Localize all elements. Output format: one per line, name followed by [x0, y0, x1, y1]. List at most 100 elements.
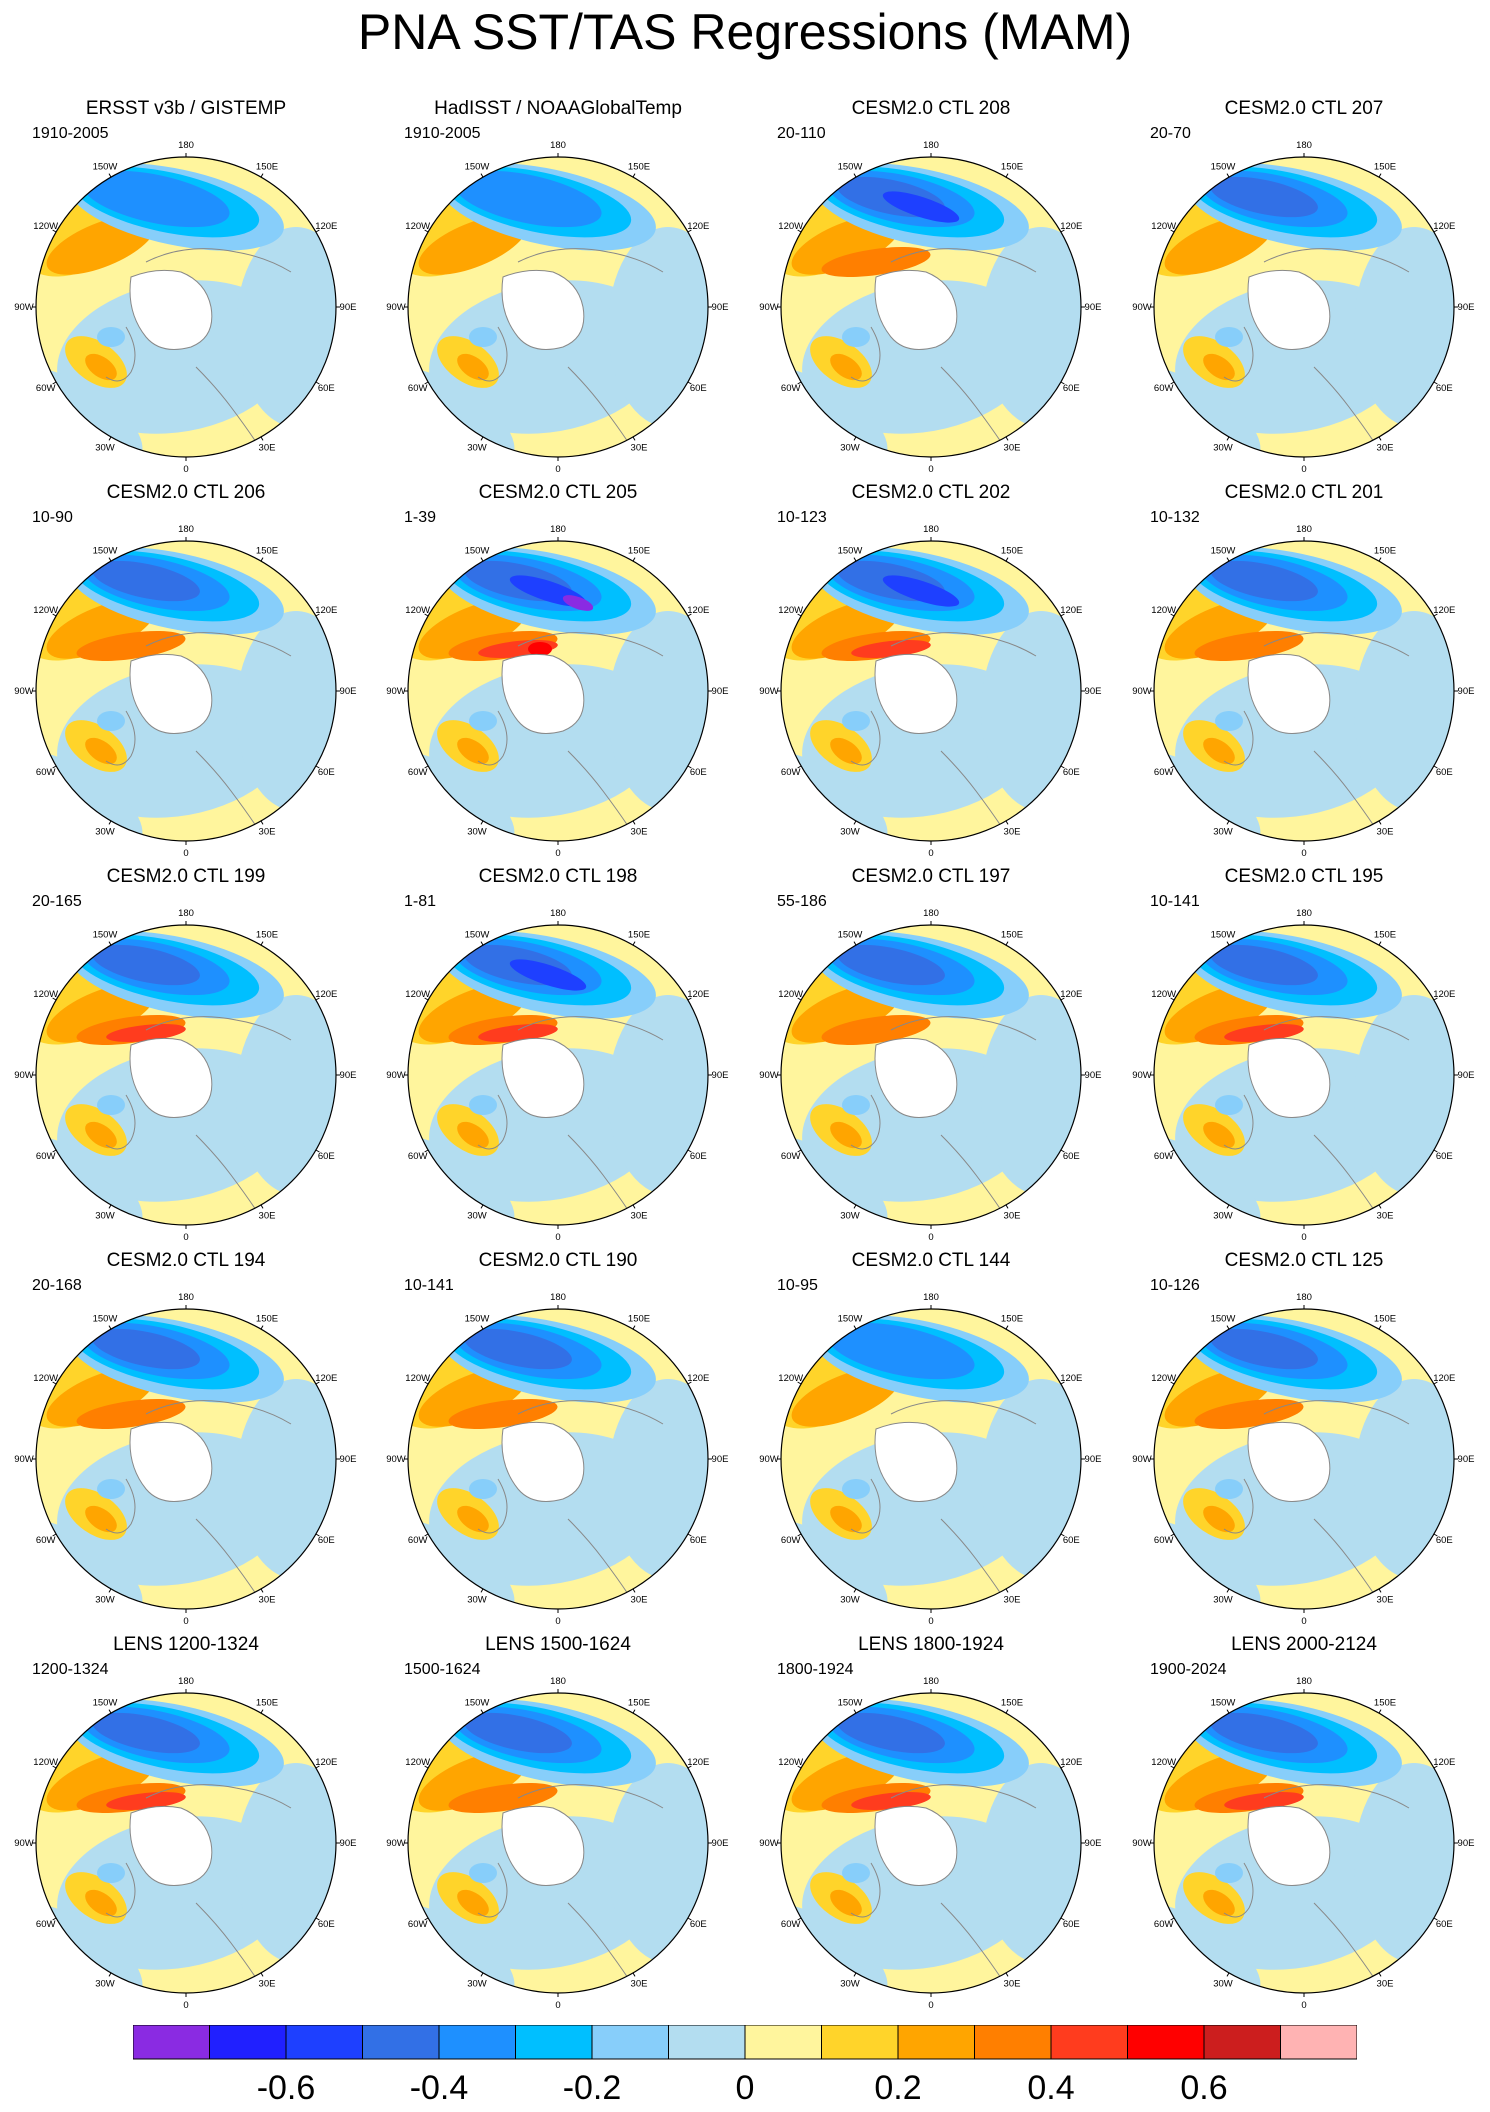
- polar-map: 180 150E 120E 90E 60E 30E 0 30W 60W 90W 120W 150W: [14, 1676, 356, 2011]
- longitude-label: 150E: [1001, 930, 1023, 941]
- coastline: [477, 1094, 508, 1150]
- longitude-label: 90E: [1458, 1454, 1475, 1465]
- longitude-label: 120E: [687, 605, 709, 616]
- coastline: [890, 1784, 1037, 1809]
- longitude-label: 120E: [1060, 989, 1082, 1000]
- land-mask: [1247, 653, 1331, 734]
- longitude-label: 120W: [33, 1757, 58, 1768]
- longitude-tick: [1170, 381, 1175, 385]
- longitude-label: 0: [555, 848, 560, 859]
- polar-map: 180 150E 120E 90E 60E 30E 0 30W 60W 90W 120W 150W: [759, 140, 1101, 475]
- longitude-tick: [424, 229, 429, 233]
- positive-anomaly: [448, 1783, 558, 1813]
- longitude-tick: [315, 1381, 320, 1385]
- longitude-tick: [1005, 1588, 1009, 1593]
- panel-period: 1-81: [404, 893, 437, 910]
- longitude-label: 150E: [1374, 546, 1396, 557]
- longitude-label: 0: [555, 2000, 560, 2011]
- atlantic-positive-anomaly: [85, 1121, 117, 1149]
- longitude-label: 0: [928, 848, 933, 859]
- atlantic-positive-anomaly: [1203, 353, 1235, 381]
- coastline: [890, 248, 1037, 273]
- longitude-label: 60W: [36, 767, 56, 778]
- atlantic-negative-anomaly: [842, 1863, 870, 1883]
- coastline: [567, 750, 629, 827]
- weak-negative-region: [236, 227, 336, 427]
- panel-period: 10-132: [1150, 509, 1200, 526]
- positive-anomaly: [851, 640, 931, 658]
- longitude-label: 60W: [36, 1919, 56, 1930]
- longitude-label: 30E: [1377, 1594, 1394, 1605]
- longitude-tick: [853, 941, 857, 946]
- atlantic-positive-anomaly: [457, 737, 489, 765]
- positive-anomaly: [1224, 1792, 1304, 1810]
- longitude-label: 150E: [628, 162, 650, 173]
- longitude-tick: [853, 1325, 857, 1330]
- longitude-tick: [1060, 1533, 1065, 1537]
- longitude-tick: [797, 997, 802, 1001]
- longitude-label: 90W: [386, 1454, 406, 1465]
- longitude-tick: [315, 997, 320, 1001]
- longitude-tick: [632, 820, 636, 825]
- longitude-tick: [1005, 1325, 1009, 1330]
- atlantic-positive-anomaly: [1203, 1889, 1235, 1917]
- positive-anomaly: [821, 247, 931, 277]
- longitude-label: 150E: [628, 546, 650, 557]
- positive-anomaly: [76, 1399, 186, 1429]
- positive-anomaly: [1224, 1024, 1304, 1042]
- longitude-tick: [480, 941, 484, 946]
- colorbar-label: 0.6: [1180, 2069, 1228, 2107]
- longitude-tick: [1378, 941, 1382, 946]
- weak-negative-region: [802, 280, 1040, 434]
- coastline: [1223, 326, 1254, 382]
- longitude-label: 120E: [1433, 989, 1455, 1000]
- weak-negative-region: [236, 995, 336, 1195]
- land-mask: [501, 269, 585, 350]
- longitude-label: 60W: [408, 1535, 428, 1546]
- longitude-label: 60W: [781, 767, 801, 778]
- longitude-tick: [1060, 613, 1065, 617]
- longitude-tick: [853, 1588, 857, 1593]
- longitude-label: 90W: [14, 1454, 34, 1465]
- longitude-label: 60W: [408, 383, 428, 394]
- longitude-label: 150W: [838, 930, 863, 941]
- longitude-label: 90W: [14, 1838, 34, 1849]
- longitude-label: 90E: [340, 1070, 357, 1081]
- longitude-label: 150W: [465, 546, 490, 557]
- coastline: [145, 632, 292, 657]
- weak-negative-region: [608, 1379, 708, 1579]
- longitude-label: 30W: [840, 1594, 860, 1605]
- longitude-label: 180: [550, 140, 566, 151]
- colorbar-label: 0: [735, 2069, 755, 2107]
- atlantic-positive-anomaly: [85, 1889, 117, 1917]
- colorbar-label: 0.2: [874, 2069, 922, 2107]
- coastline: [567, 1518, 629, 1595]
- longitude-label: 180: [923, 1292, 939, 1303]
- map-panel: CESM2.0 CTL 190 10-141 180 150E 120E 90E 60E 30…: [372, 1249, 744, 1633]
- atlantic-negative-anomaly: [97, 1095, 125, 1115]
- weak-negative-region: [608, 227, 708, 427]
- land-mask: [501, 1037, 585, 1118]
- weak-negative-region: [608, 1763, 708, 1963]
- longitude-label: 150W: [1211, 1698, 1236, 1709]
- atlantic-negative-anomaly: [1215, 711, 1243, 731]
- longitude-label: 150W: [465, 162, 490, 173]
- longitude-label: 60W: [781, 1535, 801, 1546]
- longitude-label: 150W: [838, 162, 863, 173]
- panel-period: 1500-1624: [404, 1661, 481, 1678]
- map-panel: CESM2.0 CTL 208 20-110 180 150E 120E 90E 60E 30…: [745, 97, 1117, 481]
- weak-negative-region: [1175, 664, 1413, 818]
- longitude-label: 60E: [1436, 1535, 1453, 1546]
- longitude-tick: [797, 1381, 802, 1385]
- coastline: [1313, 1134, 1375, 1211]
- positive-anomaly: [448, 1399, 558, 1429]
- longitude-tick: [797, 1149, 802, 1153]
- longitude-tick: [1378, 1204, 1382, 1209]
- longitude-label: 150W: [93, 162, 118, 173]
- longitude-tick: [1378, 436, 1382, 441]
- longitude-label: 90E: [712, 1454, 729, 1465]
- longitude-tick: [480, 1709, 484, 1714]
- longitude-tick: [632, 436, 636, 441]
- colorbar-box: [285, 2025, 363, 2060]
- longitude-tick: [687, 229, 692, 233]
